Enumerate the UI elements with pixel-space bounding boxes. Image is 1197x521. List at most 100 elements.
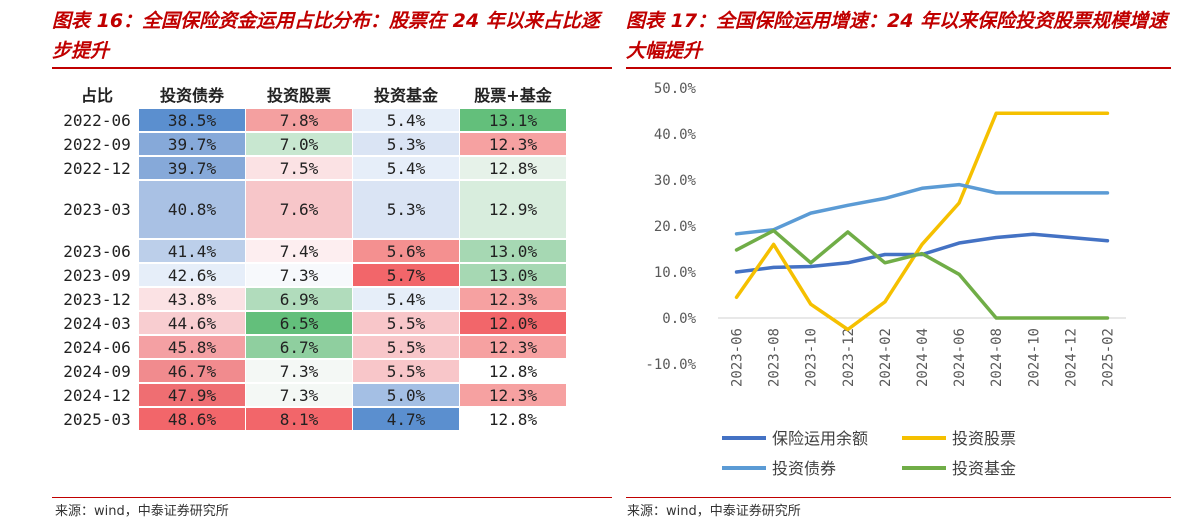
y-tick-label: 10.0%	[654, 265, 697, 281]
value-cell: 5.5%	[353, 312, 459, 334]
legend-label: 投资债券	[772, 459, 836, 478]
value-cell: 47.9%	[139, 384, 245, 406]
table-row: 2024-03 44.6% 6.5% 5.5% 12.0%	[56, 312, 566, 334]
x-tick-label: 2025-02	[1100, 328, 1116, 387]
table-row: 2024-06 45.8% 6.7% 5.5% 12.3%	[56, 336, 566, 358]
value-cell: 46.7%	[139, 360, 245, 382]
value-cell: 8.1%	[246, 408, 352, 430]
value-cell: 5.3%	[353, 181, 459, 238]
series-line-2	[734, 182, 1110, 236]
value-cell: 12.3%	[460, 288, 566, 310]
value-cell: 12.3%	[460, 336, 566, 358]
table-row: 2025-03 48.6% 8.1% 4.7% 12.8%	[56, 408, 566, 430]
value-cell: 38.5%	[139, 109, 245, 131]
value-cell: 12.3%	[460, 133, 566, 155]
period-cell: 2024-03	[56, 312, 138, 334]
period-cell: 2023-06	[56, 240, 138, 262]
x-tick-label: 2024-04	[915, 328, 931, 387]
value-cell: 6.5%	[246, 312, 352, 334]
x-tick-label: 2023-08	[767, 328, 783, 387]
table-row: 2024-12 47.9% 7.3% 5.0% 12.3%	[56, 384, 566, 406]
value-cell: 40.8%	[139, 181, 245, 238]
right-chart-title: 图表 17：全国保险运用增速：24 年以来保险投资股票规模增速大幅提升	[626, 10, 1168, 62]
value-cell: 6.7%	[246, 336, 352, 358]
right-source-note: 来源：wind，中泰证券研究所	[627, 504, 801, 519]
column-header: 投资债券	[139, 81, 245, 107]
x-tick-label: 2024-08	[989, 328, 1005, 387]
y-tick-label: -10.0%	[645, 357, 696, 373]
value-cell: 5.5%	[353, 360, 459, 382]
value-cell: 6.9%	[246, 288, 352, 310]
right-title-rule	[626, 67, 1171, 69]
right-bottom-rule	[626, 497, 1171, 498]
value-cell: 7.3%	[246, 384, 352, 406]
value-cell: 12.8%	[460, 408, 566, 430]
x-tick-label: 2024-10	[1026, 328, 1042, 387]
value-cell: 12.8%	[460, 360, 566, 382]
value-cell: 7.0%	[246, 133, 352, 155]
value-cell: 12.0%	[460, 312, 566, 334]
period-cell: 2023-09	[56, 264, 138, 286]
value-cell: 12.3%	[460, 384, 566, 406]
value-cell: 5.4%	[353, 109, 459, 131]
column-header: 投资股票	[246, 81, 352, 107]
period-cell: 2024-09	[56, 360, 138, 382]
value-cell: 7.3%	[246, 360, 352, 382]
table-row: 2022-06 38.5% 7.8% 5.4% 13.1%	[56, 109, 566, 131]
column-header: 股票+基金	[460, 81, 566, 107]
value-cell: 5.7%	[353, 264, 459, 286]
value-cell: 12.8%	[460, 157, 566, 179]
period-cell: 2023-12	[56, 288, 138, 310]
column-header: 投资基金	[353, 81, 459, 107]
y-tick-label: 50.0%	[654, 81, 697, 97]
growth-line-chart: 50.0% 40.0% 30.0% 20.0% 10.0% 0.0% -10.0% 2023-…	[645, 81, 1126, 478]
value-cell: 5.4%	[353, 288, 459, 310]
x-tick-label: 2023-12	[841, 328, 857, 387]
period-cell: 2022-09	[56, 133, 138, 155]
value-cell: 48.6%	[139, 408, 245, 430]
value-cell: 41.4%	[139, 240, 245, 262]
y-tick-label: 0.0%	[662, 311, 696, 327]
value-cell: 7.8%	[246, 109, 352, 131]
value-cell: 45.8%	[139, 336, 245, 358]
period-cell: 2022-12	[56, 157, 138, 179]
table-row: 2023-06 41.4% 7.4% 5.6% 13.0%	[56, 240, 566, 262]
series-line-1	[734, 111, 1110, 332]
table-row: 2022-09 39.7% 7.0% 5.3% 12.3%	[56, 133, 566, 155]
value-cell: 7.4%	[246, 240, 352, 262]
value-cell: 13.1%	[460, 109, 566, 131]
value-cell: 5.0%	[353, 384, 459, 406]
table-body: 2022-06 38.5% 7.8% 5.4% 13.1% 2022-09 39.7% 7.0…	[56, 109, 566, 430]
table-row: 2023-09 42.6% 7.3% 5.7% 13.0%	[56, 264, 566, 286]
y-tick-label: 20.0%	[654, 219, 697, 235]
legend-label: 投资股票	[952, 429, 1016, 448]
allocation-table: 占比 投资债券 投资股票 投资基金 股票+基金 2022-06 38.5% 7.8% 5.4%…	[55, 79, 567, 432]
value-cell: 5.3%	[353, 133, 459, 155]
value-cell: 4.7%	[353, 408, 459, 430]
value-cell: 44.6%	[139, 312, 245, 334]
value-cell: 5.5%	[353, 336, 459, 358]
x-tick-label: 2024-12	[1063, 328, 1079, 387]
value-cell: 5.4%	[353, 157, 459, 179]
x-tick-label: 2024-06	[952, 328, 968, 387]
x-tick-label: 2024-02	[878, 328, 894, 387]
legend-label: 保险运用余额	[772, 429, 868, 448]
y-tick-label: 40.0%	[654, 127, 697, 143]
left-chart-title: 图表 16：全国保险资金运用占比分布：股票在 24 年以来占比逐步提升	[52, 10, 600, 62]
value-cell: 5.6%	[353, 240, 459, 262]
left-bottom-rule	[52, 497, 612, 498]
x-tick-label: 2023-06	[730, 328, 746, 387]
period-cell: 2022-06	[56, 109, 138, 131]
y-tick-label: 30.0%	[654, 173, 697, 189]
value-cell: 12.9%	[460, 181, 566, 238]
table-row: 2022-12 39.7% 7.5% 5.4% 12.8%	[56, 157, 566, 179]
period-cell: 2025-03	[56, 408, 138, 430]
value-cell: 7.3%	[246, 264, 352, 286]
value-cell: 39.7%	[139, 133, 245, 155]
value-cell: 7.6%	[246, 181, 352, 238]
value-cell: 42.6%	[139, 264, 245, 286]
value-cell: 13.0%	[460, 240, 566, 262]
x-tick-label: 2023-10	[804, 328, 820, 387]
series-line-3	[734, 228, 1110, 320]
left-title-rule	[52, 67, 612, 69]
